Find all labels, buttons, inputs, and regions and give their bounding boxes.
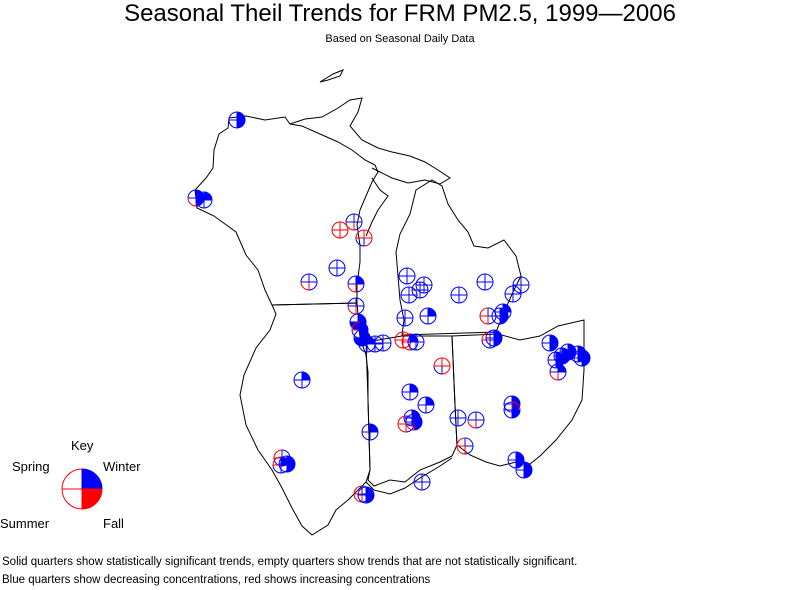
monitoring-sites (187, 111, 591, 504)
site-11 (398, 267, 416, 285)
state-outline-michigan-up (289, 97, 451, 185)
site-6 (355, 229, 373, 247)
significance-note: Solid quarters show statistically signif… (2, 556, 578, 568)
site-58 (507, 451, 525, 469)
site-4 (331, 221, 349, 239)
site-44 (401, 383, 419, 401)
key-symbol (61, 468, 103, 510)
site-3 (195, 191, 213, 209)
color-note: Blue quarters show decreasing concentrat… (2, 574, 431, 586)
site-50 (467, 411, 485, 429)
state-outline-michigan-lp (395, 179, 522, 336)
site-53 (361, 423, 379, 441)
site-36 (541, 334, 559, 352)
key-heading: Key (71, 438, 94, 453)
state-outline-wisconsin (194, 115, 379, 306)
site-32 (407, 333, 425, 351)
site-61 (357, 486, 375, 504)
site-7 (300, 273, 318, 291)
site-15 (450, 286, 468, 304)
key-glyph (61, 468, 103, 510)
state-boundaries (194, 69, 585, 536)
site-38 (549, 363, 567, 381)
site-29 (374, 334, 392, 352)
site-2 (187, 189, 205, 207)
site-49 (449, 409, 467, 427)
site-1 (228, 111, 246, 129)
site-8 (328, 259, 346, 277)
green-bay (365, 177, 389, 237)
site-35 (485, 329, 503, 347)
site-18 (512, 276, 530, 294)
key-fall-label: Fall (103, 516, 124, 531)
site-52 (503, 401, 521, 419)
site-9 (347, 275, 365, 293)
key-winter-label: Winter (103, 459, 141, 474)
site-43 (293, 371, 311, 389)
site-57 (278, 455, 296, 473)
site-45 (417, 396, 435, 414)
map-title: Seasonal Theil Trends for FRM PM2.5, 199… (124, 0, 676, 27)
key-spring-label: Spring (12, 459, 50, 474)
site-16 (476, 273, 494, 291)
site-20 (419, 307, 437, 325)
site-22 (491, 307, 509, 325)
site-17 (504, 285, 522, 303)
site-23 (494, 303, 512, 321)
site-62 (413, 473, 431, 491)
key-summer-label: Summer (0, 516, 50, 531)
site-33 (433, 357, 451, 375)
state-outline-illinois (239, 302, 371, 536)
site-14 (415, 276, 433, 294)
site-54 (456, 437, 474, 455)
site-48 (405, 413, 423, 431)
site-10 (347, 297, 365, 315)
site-59 (515, 461, 533, 479)
site-42 (573, 349, 591, 367)
site-5 (345, 213, 363, 231)
site-19 (396, 309, 414, 327)
site-12 (400, 286, 418, 304)
state-outline-ohio (451, 319, 585, 467)
ohio-river (365, 457, 453, 495)
site-13 (411, 281, 429, 299)
map-subtitle: Based on Seasonal Daily Data (325, 33, 475, 45)
isle-royale (319, 69, 345, 83)
